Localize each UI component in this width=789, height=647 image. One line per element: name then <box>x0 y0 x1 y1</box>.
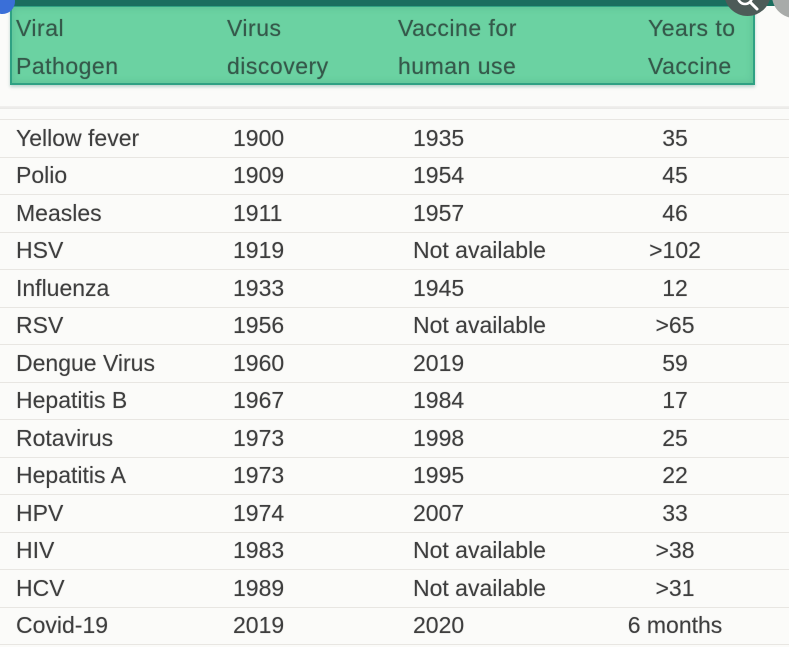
column-header-line1: Viral <box>16 15 65 41</box>
discovery-year-cell: 1900 <box>233 124 285 151</box>
vaccine-year-cell: Not available <box>413 537 546 564</box>
vaccine-year-cell: 1998 <box>413 424 465 451</box>
table-row: Hepatitis B 1967 1984 17 <box>0 381 789 420</box>
column-header-line1: Virus <box>227 15 282 41</box>
years-to-vaccine-cell: 17 <box>662 387 688 414</box>
discovery-year-cell: 1960 <box>233 349 285 376</box>
discovery-year-cell: 1974 <box>233 499 285 526</box>
pathogen-cell: HPV <box>16 499 64 526</box>
discovery-year-cell: 1983 <box>233 537 285 564</box>
discovery-year-cell: 1967 <box>233 387 285 414</box>
discovery-year-cell: 1909 <box>233 162 285 189</box>
vaccine-year-cell: 1984 <box>413 387 465 414</box>
years-to-vaccine-cell: >31 <box>655 574 695 601</box>
table-row: RSV 1956 Not available >65 <box>0 306 789 345</box>
pathogen-cell: Dengue Virus <box>16 349 155 376</box>
pathogen-cell: Covid-19 <box>16 612 109 639</box>
column-header-line1: Years to <box>648 15 736 41</box>
pathogen-cell: Influenza <box>16 274 110 301</box>
column-header-virus-discovery: Virus discovery <box>227 9 329 85</box>
years-to-vaccine-cell: 59 <box>662 349 688 376</box>
years-to-vaccine-cell: >38 <box>655 537 695 564</box>
discovery-year-cell: 2019 <box>233 612 285 639</box>
column-header-line2: human use <box>398 53 517 79</box>
vaccine-year-cell: 1957 <box>413 199 465 226</box>
table-row: HCV 1989 Not available >31 <box>0 569 789 607</box>
partial-button[interactable] <box>772 0 789 18</box>
discovery-year-cell: 1933 <box>233 274 285 301</box>
years-to-vaccine-cell: 35 <box>662 124 688 151</box>
years-to-vaccine-cell: 12 <box>662 274 688 301</box>
column-header-vaccine-human-use: Vaccine for human use <box>398 9 517 85</box>
table-row: Polio 1909 1954 45 <box>0 156 789 195</box>
vaccine-year-cell: 2019 <box>413 349 465 376</box>
pathogen-cell: Hepatitis A <box>16 462 126 489</box>
table-row: Yellow fever 1900 1935 35 <box>0 119 789 157</box>
table-header: Viral Pathogen Virus discovery Vaccine f… <box>10 5 755 85</box>
column-header-line1: Vaccine for <box>398 15 517 41</box>
pathogen-cell: Yellow fever <box>16 124 140 151</box>
years-to-vaccine-cell: 6 months <box>627 612 723 639</box>
discovery-year-cell: 1911 <box>233 199 283 226</box>
table-body: Yellow fever 1900 1935 35 Polio 1909 195… <box>0 119 789 645</box>
column-header-line2: discovery <box>227 53 329 79</box>
discovery-year-cell: 1973 <box>233 462 285 489</box>
header-body-divider <box>0 106 789 109</box>
pathogen-cell: Measles <box>16 199 102 226</box>
pathogen-cell: HSV <box>16 237 64 264</box>
vaccine-year-cell: Not available <box>413 312 546 339</box>
table-row: Covid-19 2019 2020 6 months <box>0 606 789 645</box>
top-bar <box>0 0 789 6</box>
table-row: Rotavirus 1973 1998 25 <box>0 419 789 457</box>
column-header-years-to-vaccine: Years to Vaccine <box>648 9 736 85</box>
table-row: Influenza 1933 1945 12 <box>0 269 789 307</box>
vaccine-year-cell: Not available <box>413 574 546 601</box>
table-row: HSV 1919 Not available >102 <box>0 231 789 270</box>
vaccine-year-cell: 1945 <box>413 274 465 301</box>
search-button[interactable] <box>724 0 771 16</box>
column-header-line2: Vaccine <box>648 53 732 79</box>
pathogen-cell: HCV <box>16 574 65 601</box>
search-icon <box>737 0 759 11</box>
discovery-year-cell: 1956 <box>233 312 285 339</box>
table-row: Hepatitis A 1973 1995 22 <box>0 456 789 495</box>
years-to-vaccine-cell: 25 <box>662 424 688 451</box>
pathogen-cell: RSV <box>16 312 64 339</box>
years-to-vaccine-cell: >65 <box>655 312 695 339</box>
discovery-year-cell: 1989 <box>233 574 285 601</box>
discovery-year-cell: 1973 <box>233 424 285 451</box>
discovery-year-cell: 1919 <box>233 237 285 264</box>
vaccine-year-cell: 1954 <box>413 162 465 189</box>
years-to-vaccine-cell: 45 <box>662 162 688 189</box>
vaccine-year-cell: 2007 <box>413 499 465 526</box>
pathogen-cell: Rotavirus <box>16 424 114 451</box>
vaccine-year-cell: 1935 <box>413 124 465 151</box>
years-to-vaccine-cell: 46 <box>662 199 688 226</box>
pathogen-cell: Polio <box>16 162 68 189</box>
pathogen-cell: Hepatitis B <box>16 387 128 414</box>
table-row: HPV 1974 2007 33 <box>0 494 789 532</box>
table-row: HIV 1983 Not available >38 <box>0 531 789 570</box>
vaccine-year-cell: 2020 <box>413 612 465 639</box>
years-to-vaccine-cell: 33 <box>662 499 688 526</box>
table-row: Dengue Virus 1960 2019 59 <box>0 344 789 382</box>
years-to-vaccine-cell: >102 <box>649 237 701 264</box>
years-to-vaccine-cell: 22 <box>662 462 688 489</box>
column-header-viral-pathogen: Viral Pathogen <box>16 9 118 85</box>
pathogen-cell: HIV <box>16 537 55 564</box>
vaccine-year-cell: 1995 <box>413 462 465 489</box>
table-row: Measles 1911 1957 46 <box>0 194 789 232</box>
vaccine-year-cell: Not available <box>413 237 546 264</box>
column-header-line2: Pathogen <box>16 53 119 79</box>
